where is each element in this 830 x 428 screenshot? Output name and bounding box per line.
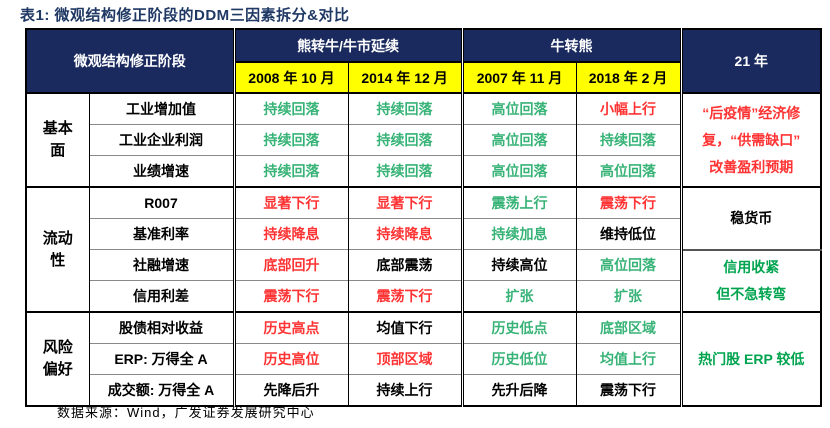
- section-label-risk-appetite: 风险偏好: [26, 311, 90, 406]
- value-cell: 扩张: [460, 280, 577, 312]
- table-title: 表1: 微观结构修正阶段的DDM三因素拆分&对比: [20, 7, 350, 24]
- table-row: 基准利率 持续降息 持续降息 持续加息 维持低位: [26, 218, 821, 250]
- table-row: 社融增速 底部回升 底部震荡 持续高位 高位回落 信用收紧 但不急转弯: [26, 248, 822, 312]
- table-row: 业绩增速 持续回落 持续回落 高位回落 高位回落: [26, 155, 821, 187]
- value-cell: 高位回落: [460, 155, 577, 187]
- table-row: 信用利差 震荡下行 震荡下行 扩张 扩张: [26, 280, 821, 312]
- period-2008-10: 2008 年 10 月: [232, 61, 349, 94]
- value-cell: 底部震荡: [348, 249, 463, 281]
- value-cell: 顶部区域: [348, 343, 463, 375]
- indicator-cell: 工业企业利润: [89, 124, 235, 156]
- value-cell: 持续回落: [348, 92, 463, 125]
- ddm-comparison-table: 微观结构修正阶段 熊转牛/牛市延续 牛转熊 21 年 2008 年 10 月 2…: [25, 28, 823, 407]
- value-cell: 显著下行: [232, 186, 349, 219]
- section-label-fundamentals: 基本面: [26, 92, 90, 187]
- indicator-cell: 业绩增速: [89, 155, 235, 187]
- value-cell: 底部区域: [576, 311, 682, 344]
- value-cell: 持续回落: [576, 124, 682, 156]
- value-cell: 高位回落: [460, 124, 577, 156]
- indicator-cell: R007: [89, 186, 235, 219]
- value-cell: 底部回升: [232, 249, 349, 281]
- value-cell: 震荡下行: [348, 280, 463, 312]
- period-2007-11: 2007 年 11 月: [460, 61, 577, 94]
- value-cell: 历史高点: [232, 311, 349, 344]
- value-cell: 显著下行: [348, 186, 463, 219]
- col-21year-header: 21 年: [679, 28, 822, 94]
- value-cell: 高位回落: [576, 155, 682, 187]
- value-cell: 持续回落: [348, 155, 463, 187]
- indicator-cell: 工业增加值: [89, 92, 235, 125]
- table-row: 成交额: 万得全 A 先降后升 持续上行 先升后降 震荡下行: [26, 374, 821, 406]
- indicator-cell: 信用利差: [89, 280, 235, 312]
- value-cell: 持续降息: [348, 218, 463, 250]
- value-cell: 均值上行: [576, 343, 682, 375]
- note-21year-risk: 热门股 ERP 较低: [679, 311, 822, 406]
- header-period-row: 2008 年 10 月 2014 年 12 月 2007 年 11 月 2018…: [26, 61, 821, 94]
- value-cell: 持续回落: [232, 124, 349, 156]
- indicator-cell: 基准利率: [89, 218, 235, 250]
- indicator-cell: ERP: 万得全 A: [89, 343, 235, 375]
- value-cell: 持续回落: [232, 92, 349, 125]
- header-group-row: 微观结构修正阶段 熊转牛/牛市延续 牛转熊 21 年: [25, 28, 822, 94]
- value-cell: 扩张: [576, 280, 682, 312]
- table-row: 基本面 工业增加值 持续回落 持续回落 高位回落 小幅上行 “后疫情”经济修 复…: [26, 92, 822, 187]
- value-cell: 持续回落: [348, 124, 463, 156]
- value-cell: 持续回落: [232, 155, 349, 187]
- value-cell: 震荡下行: [232, 280, 349, 312]
- value-cell: 历史低点: [460, 311, 577, 344]
- note-21year-fundamentals: “后疫情”经济修 复，“供需缺口” 改善盈利预期: [679, 92, 822, 187]
- col-group-bear-turn: 牛转熊: [460, 28, 682, 63]
- note-21year-credit: 信用收紧 但不急转弯: [679, 248, 822, 312]
- note-21year-monetary: 稳货币: [679, 186, 822, 250]
- indicator-cell: 股债相对收益: [89, 311, 235, 344]
- value-cell: 震荡下行: [576, 374, 682, 406]
- col-group-bull-to-bear: 熊转牛/牛市延续: [232, 28, 463, 63]
- table-row: 工业企业利润 持续回落 持续回落 高位回落 持续回落: [26, 124, 821, 156]
- table-row: 风险偏好 股债相对收益 历史高点 均值下行 历史低点 底部区域 热门股 ERP …: [26, 311, 822, 406]
- value-cell: 先降后升: [232, 374, 349, 406]
- value-cell: 持续加息: [460, 218, 577, 250]
- table-row: 流动性 R007 显著下行 显著下行 震荡上行 震荡下行 稳货币: [26, 186, 822, 312]
- value-cell: 小幅上行: [576, 92, 682, 125]
- value-cell: 震荡下行: [576, 186, 682, 219]
- value-cell: 持续上行: [348, 374, 463, 406]
- value-cell: 持续高位: [460, 249, 577, 281]
- stage-header: 微观结构修正阶段: [25, 28, 235, 94]
- value-cell: 历史低位: [460, 343, 577, 375]
- period-2014-12: 2014 年 12 月: [347, 61, 463, 94]
- section-label-liquidity: 流动性: [26, 186, 90, 312]
- value-cell: 持续降息: [232, 218, 349, 250]
- period-2018-02: 2018 年 2 月: [575, 61, 682, 94]
- value-cell: 历史高位: [232, 343, 349, 375]
- indicator-cell: 社融增速: [89, 249, 235, 281]
- value-cell: 震荡上行: [460, 186, 577, 219]
- table-row: ERP: 万得全 A 历史高位 顶部区域 历史低位 均值上行: [26, 343, 821, 375]
- data-source-note: 数据来源：Wind，广发证券发展研究中心: [57, 405, 315, 420]
- value-cell: 先升后降: [460, 374, 577, 406]
- value-cell: 均值下行: [348, 311, 463, 344]
- value-cell: 维持低位: [576, 218, 682, 250]
- value-cell: 高位回落: [460, 92, 577, 125]
- value-cell: 高位回落: [576, 249, 682, 281]
